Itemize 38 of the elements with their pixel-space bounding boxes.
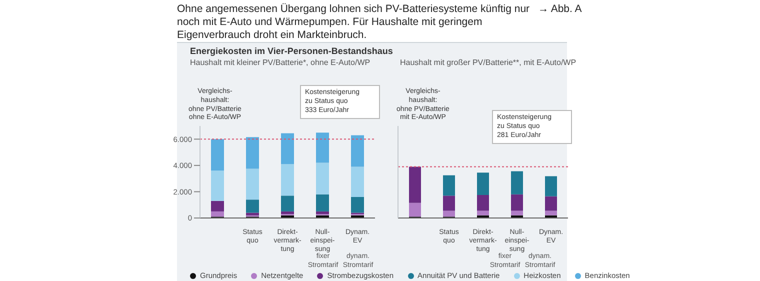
bar (477, 195, 489, 211)
bar (443, 196, 455, 211)
text: Ohne angemessenen Übergang lohnen sich PV-Batteriesysteme künftig nur noch mit E-Auto und Wärmepumpen. Für Haushalte mit geringem Eigenverbrauch droht ein Markteinbruch. (177, 3, 530, 42)
bar (545, 210, 557, 216)
bar (316, 211, 329, 214)
bar (246, 212, 259, 216)
bar (281, 196, 294, 212)
bar (409, 202, 421, 217)
bar (443, 210, 455, 217)
bar (545, 196, 557, 211)
bar (211, 211, 224, 217)
bar (316, 132, 329, 163)
bar (246, 168, 259, 200)
bar (545, 176, 557, 196)
bar (316, 194, 329, 212)
bar (511, 194, 523, 211)
text: → Abb. A (538, 3, 582, 16)
bar (246, 137, 259, 169)
bar (351, 196, 364, 213)
bar (511, 171, 523, 194)
bar (281, 211, 294, 214)
chart-subtitle: Haushalt mit großer PV/Batterie**, mit E-Auto/WP (400, 58, 576, 67)
bar (246, 200, 259, 213)
bar (477, 210, 489, 216)
bar (211, 139, 224, 171)
bar (443, 175, 455, 196)
bar (281, 133, 294, 164)
bar (477, 172, 489, 195)
bar (351, 166, 364, 197)
bar (211, 200, 224, 212)
bar (351, 135, 364, 167)
bar (409, 166, 421, 203)
bar (511, 210, 523, 216)
bar (316, 162, 329, 194)
bar (281, 164, 294, 196)
chart-title: Energiekosten im Vier-Personen-Bestandshaus (190, 46, 393, 56)
bar (211, 170, 224, 201)
chart-subtitle: Haushalt mit kleiner PV/Batterie*, ohne E-Auto/WP (190, 58, 370, 67)
